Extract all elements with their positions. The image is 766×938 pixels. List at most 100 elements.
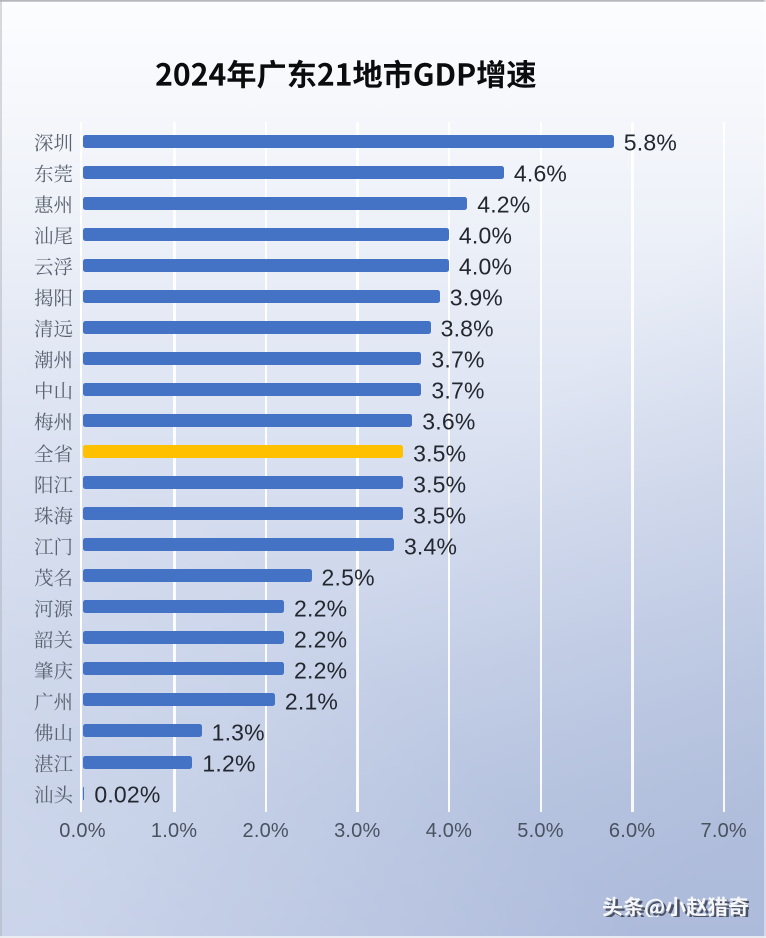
value-label: 4.2% <box>477 191 531 218</box>
bar <box>82 382 422 396</box>
bar-row-佛山: 1.3% <box>0 719 766 745</box>
bar <box>82 258 449 272</box>
bar <box>82 413 413 427</box>
category-label <box>34 288 73 308</box>
bar-row-梅州: 3.6% <box>0 409 766 435</box>
category-label <box>34 257 73 277</box>
bar-row-珠海: 3.5% <box>0 502 766 528</box>
bar-row-湛江: 1.2% <box>0 751 766 777</box>
gridline <box>173 122 176 812</box>
bar-row-江门: 3.4% <box>0 533 766 559</box>
bar-row-云浮: 4.0% <box>0 254 766 280</box>
value-label: 3.4% <box>403 533 458 560</box>
bar <box>82 569 312 583</box>
category-label <box>34 754 73 774</box>
value-label: 5.8% <box>623 129 677 156</box>
bar <box>82 693 275 707</box>
category-label <box>34 505 73 525</box>
value-label: 0.02% <box>94 781 161 808</box>
bar-row-汕尾: 4.0% <box>0 223 766 249</box>
bar-row-东莞: 4.6% <box>0 161 766 187</box>
category-label <box>34 319 73 339</box>
gridline <box>356 122 359 812</box>
value-label: 4.6% <box>513 160 568 187</box>
value-label: 2.1% <box>284 688 339 715</box>
category-label <box>34 630 73 650</box>
category-label <box>34 567 73 587</box>
bar <box>82 196 468 210</box>
bar <box>82 320 431 334</box>
bar-row-河源: 2.2% <box>0 595 766 621</box>
category-label <box>34 785 73 805</box>
category-label <box>34 412 73 432</box>
bar <box>82 476 404 490</box>
value-label: 2.2% <box>294 626 348 653</box>
gridline <box>631 122 634 812</box>
category-label <box>34 723 73 743</box>
bar-highlight <box>82 445 404 458</box>
bar <box>82 631 284 645</box>
x-tick-label: 1.0% <box>150 819 198 842</box>
category-label <box>34 474 73 494</box>
gridline <box>447 122 451 812</box>
bar <box>82 134 614 148</box>
x-tick-label: 2.0% <box>242 819 289 842</box>
y-axis-line <box>79 122 82 812</box>
bar <box>82 227 449 241</box>
category-label <box>34 226 73 246</box>
bar-row-深圳: 5.8% <box>0 130 766 156</box>
gridline <box>264 122 268 812</box>
category-label <box>34 350 73 370</box>
bar <box>82 755 193 769</box>
bar-row-揭阳: 3.9% <box>0 285 766 311</box>
category-label <box>34 443 73 463</box>
x-tick-label: 6.0% <box>608 819 656 842</box>
bar <box>82 351 422 365</box>
bar-row-汕头: 0.02% <box>0 782 766 808</box>
category-label <box>34 164 73 184</box>
bar <box>82 538 394 552</box>
value-label: 3.5% <box>413 440 467 466</box>
value-label: 1.3% <box>211 719 265 746</box>
x-tick-label: 7.0% <box>700 819 747 842</box>
category-label <box>34 195 73 215</box>
watermark <box>602 896 749 917</box>
bar <box>82 786 85 800</box>
bar <box>82 662 284 676</box>
x-tick-label: 4.0% <box>425 819 473 842</box>
value-label: 3.7% <box>431 346 485 373</box>
value-label: 3.9% <box>449 284 503 311</box>
value-label: 4.0% <box>458 222 513 249</box>
value-label: 1.2% <box>202 750 256 777</box>
bar-row-中山: 3.7% <box>0 378 766 404</box>
bar-row-广州: 2.1% <box>0 688 766 714</box>
bar <box>82 165 504 179</box>
category-label <box>34 661 73 681</box>
bar-row-阳江: 3.5% <box>0 471 766 497</box>
category-label <box>34 133 73 153</box>
bar-row-全省: 3.5% <box>0 440 766 466</box>
x-tick-label: 5.0% <box>517 819 564 842</box>
value-label: 2.2% <box>294 595 348 622</box>
chart-title <box>155 59 537 89</box>
bar-row-茂名: 2.5% <box>0 564 766 590</box>
bar-row-肇庆: 2.2% <box>0 657 766 683</box>
x-tick-label: 3.0% <box>334 819 381 842</box>
bar <box>82 507 404 521</box>
value-label: 3.8% <box>440 315 494 342</box>
category-label <box>34 381 73 401</box>
value-label: 3.5% <box>413 471 467 498</box>
bar-row-惠州: 4.2% <box>0 192 766 218</box>
category-label <box>34 536 73 556</box>
category-label <box>34 692 73 712</box>
bar <box>82 289 440 303</box>
bar <box>82 600 284 614</box>
bar-row-潮州: 3.7% <box>0 347 766 373</box>
value-label: 2.2% <box>294 657 348 684</box>
value-label: 2.5% <box>321 564 375 591</box>
bar-row-韶关: 2.2% <box>0 626 766 652</box>
bar-row-清远: 3.8% <box>0 316 766 342</box>
value-label: 3.7% <box>431 377 485 404</box>
gridline <box>539 122 542 812</box>
